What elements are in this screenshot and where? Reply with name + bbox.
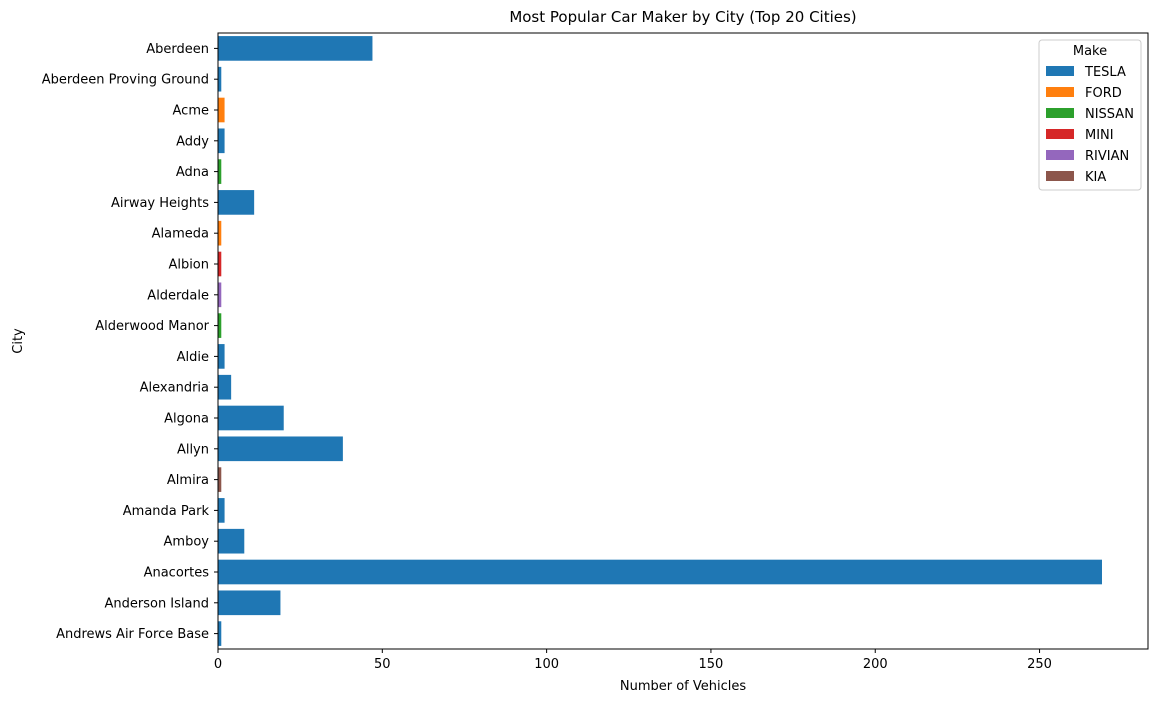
legend-label-nissan: NISSAN <box>1085 107 1134 122</box>
bar-addy <box>218 128 225 154</box>
legend-swatch-kia <box>1046 171 1074 181</box>
bar-anderson-island <box>218 590 281 616</box>
bar-aldie <box>218 344 225 369</box>
y-tick-label: Anderson Island <box>104 596 209 611</box>
legend-label-kia: KIA <box>1085 170 1106 185</box>
x-tick-label: 50 <box>374 657 391 672</box>
bar-amboy <box>218 528 245 554</box>
y-tick-label: Alexandria <box>140 381 209 396</box>
bar-aberdeen <box>218 36 373 61</box>
x-tick-label: 250 <box>1027 657 1052 672</box>
legend-swatch-ford <box>1046 87 1074 97</box>
y-tick-label: Algona <box>164 412 209 427</box>
y-tick-label: Adna <box>176 165 209 180</box>
legend-swatch-nissan <box>1046 108 1074 118</box>
bar-alameda <box>218 220 222 246</box>
bar-amanda-park <box>218 498 225 523</box>
bar-almira <box>218 467 222 492</box>
y-tick-label: Aberdeen <box>146 42 209 57</box>
legend-label-rivian: RIVIAN <box>1085 149 1129 164</box>
y-axis-title: City <box>11 328 26 354</box>
bars-layer <box>218 36 1102 646</box>
x-axis: 0 50 100 150 200 250 <box>214 649 1052 672</box>
bar-algona <box>218 405 284 431</box>
y-axis: Aberdeen Aberdeen Proving Ground Acme Addy A… <box>42 42 218 642</box>
x-tick-label: 100 <box>534 657 559 672</box>
y-tick-label: Anacortes <box>144 566 210 581</box>
bar-alderwood-manor <box>218 313 222 338</box>
bar-airway-heights <box>218 190 255 215</box>
bar-allyn <box>218 436 343 462</box>
bar-andrews-air-force-base <box>218 621 222 646</box>
bar-anacortes <box>218 559 1102 585</box>
bar-alexandria <box>218 374 232 400</box>
y-tick-label: Almira <box>167 473 209 488</box>
x-tick-label: 150 <box>699 657 724 672</box>
chart-title: Most Popular Car Maker by City (Top 20 C… <box>509 8 856 26</box>
x-axis-title: Number of Vehicles <box>620 679 747 694</box>
y-tick-label: Amanda Park <box>123 504 210 519</box>
bar-albion <box>218 251 222 277</box>
y-tick-label: Acme <box>173 104 209 119</box>
legend: Make TESLA FORD NISSAN MINI RIVIAN KIA <box>1038 39 1142 191</box>
bar-acme <box>218 97 225 123</box>
legend-swatch-mini <box>1046 129 1074 139</box>
y-tick-label: Alameda <box>152 227 209 242</box>
y-tick-label: Albion <box>168 258 209 273</box>
legend-label-mini: MINI <box>1085 128 1114 143</box>
legend-swatch-rivian <box>1046 150 1074 160</box>
y-tick-label: Alderwood Manor <box>95 319 209 334</box>
legend-label-tesla: TESLA <box>1084 65 1126 80</box>
y-tick-label: Aldie <box>177 350 209 365</box>
legend-swatch-tesla <box>1046 66 1074 76</box>
bar-adna <box>218 159 222 184</box>
legend-label-ford: FORD <box>1085 86 1122 101</box>
y-tick-label: Airway Heights <box>111 196 209 211</box>
bar-aberdeen-proving-ground <box>218 66 222 92</box>
x-tick-label: 0 <box>214 657 222 672</box>
plot-frame <box>217 32 1149 650</box>
x-tick-label: 200 <box>863 657 888 672</box>
y-tick-label: Alderdale <box>147 288 209 303</box>
legend-title: Make <box>1073 44 1107 59</box>
y-tick-label: Amboy <box>164 535 210 550</box>
y-tick-label: Andrews Air Force Base <box>56 627 209 642</box>
y-tick-label: Aberdeen Proving Ground <box>42 73 209 88</box>
bar-alderdale <box>218 282 222 308</box>
y-tick-label: Addy <box>176 134 209 149</box>
y-tick-label: Allyn <box>177 442 209 457</box>
